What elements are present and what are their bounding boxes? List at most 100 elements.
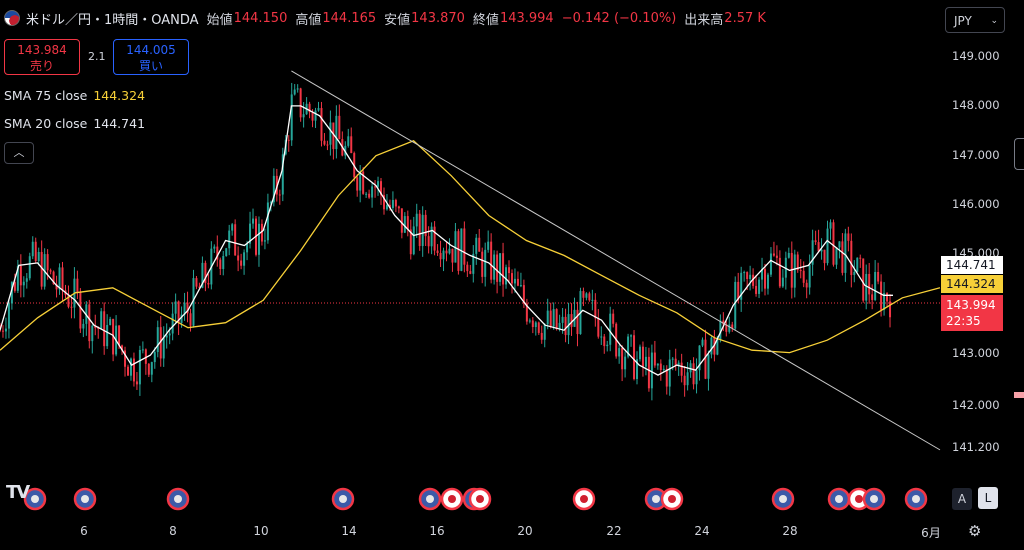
- last-price-tag: 143.994 22:35: [941, 295, 1003, 331]
- candle-body: [728, 324, 731, 332]
- candle-body: [585, 293, 588, 298]
- candle-body: [0, 330, 1, 332]
- currency-select[interactable]: JPY ⌄: [945, 7, 1005, 33]
- candle-body: [472, 253, 475, 274]
- candle-body: [460, 228, 463, 271]
- candle-body: [671, 358, 674, 360]
- sma75-legend[interactable]: SMA 75 close 144.324: [4, 88, 145, 103]
- candle-body: [263, 240, 266, 242]
- candle-body: [484, 249, 487, 277]
- sell-price: 143.984: [17, 43, 67, 57]
- candle-body: [19, 265, 22, 286]
- candle-body: [52, 271, 55, 285]
- buy-button[interactable]: 144.005 買い: [113, 39, 189, 75]
- symbol-header: 米ドル／円・1時間・OANDA 始値 144.150 高値 144.165 安値 14…: [4, 8, 766, 28]
- close-value: 143.994: [499, 10, 554, 26]
- symbol-title[interactable]: 米ドル／円・1時間・OANDA: [26, 12, 199, 28]
- candle-body: [853, 271, 856, 276]
- sell-button[interactable]: 143.984 売り: [4, 39, 80, 75]
- candle-body: [814, 240, 817, 243]
- candle-body: [290, 94, 293, 141]
- candle-body: [296, 88, 299, 90]
- candle-body: [46, 254, 49, 271]
- candle-body: [862, 258, 865, 301]
- candle-body: [719, 320, 722, 340]
- volume-label: 出来高: [684, 12, 724, 28]
- candle-body: [600, 336, 603, 338]
- candle-body: [67, 294, 70, 307]
- candle-body: [674, 358, 677, 366]
- candle-body: [448, 248, 451, 254]
- candle-body: [534, 322, 537, 328]
- candle-body: [55, 284, 58, 290]
- auto-scale-button[interactable]: A: [952, 488, 972, 510]
- candle-body: [725, 324, 728, 332]
- sma75-name: SMA 75 close: [4, 88, 88, 103]
- candle-body: [850, 240, 853, 276]
- candle-body: [689, 363, 692, 373]
- candle-body: [252, 218, 255, 224]
- candle-body: [755, 285, 758, 294]
- candle-body: [201, 262, 204, 288]
- candle-body: [880, 281, 883, 310]
- candle-body: [16, 265, 19, 291]
- collapse-legend-button[interactable]: ︿: [4, 142, 34, 164]
- candle-body: [847, 233, 850, 241]
- event-dot: [426, 495, 434, 503]
- candle-body: [240, 260, 243, 266]
- candle-body: [808, 264, 811, 288]
- candle-body: [82, 323, 85, 329]
- candle-body: [647, 356, 650, 389]
- candle-body: [704, 339, 707, 379]
- candle-body: [246, 243, 249, 253]
- sma20-legend[interactable]: SMA 20 close 144.741: [4, 116, 145, 131]
- candle-body: [433, 226, 436, 251]
- candle-body: [796, 254, 799, 271]
- candle-body: [466, 264, 469, 272]
- x-tick: 20: [517, 524, 533, 538]
- candle-body: [832, 222, 835, 265]
- candle-body: [525, 303, 528, 322]
- event-dot: [835, 495, 843, 503]
- trendline: [291, 70, 941, 451]
- candle-body: [886, 293, 889, 302]
- candle-body: [638, 346, 641, 360]
- candle-body: [552, 309, 555, 327]
- candle-body: [508, 267, 511, 274]
- candle-body: [153, 352, 156, 363]
- drawer-handle[interactable]: [1014, 138, 1024, 170]
- settings-gear-icon[interactable]: ⚙: [968, 522, 982, 540]
- y-tick: 147.000: [952, 148, 1000, 162]
- candle-body: [865, 273, 868, 301]
- volume-value: 2.57 K: [724, 10, 766, 26]
- candle-body: [356, 177, 359, 191]
- candle-body: [109, 318, 112, 326]
- candle-body: [856, 257, 859, 272]
- log-scale-button[interactable]: L: [978, 487, 998, 509]
- candle-body: [106, 325, 109, 347]
- candle-body: [70, 306, 73, 308]
- candle-body: [823, 249, 826, 264]
- tradingview-logo[interactable]: TV: [6, 482, 30, 503]
- candle-body: [91, 325, 94, 342]
- candle-body: [499, 253, 502, 282]
- candle-body: [234, 224, 237, 256]
- sma20-line: [0, 105, 893, 376]
- candle-body: [31, 241, 34, 257]
- candle-body: [653, 352, 656, 366]
- candle-body: [603, 336, 606, 347]
- candle-body: [621, 348, 624, 370]
- candle-body: [656, 363, 659, 366]
- candle-body: [481, 251, 484, 277]
- candle-body: [365, 193, 368, 195]
- sma75-line: [0, 140, 941, 354]
- candle-body: [406, 216, 409, 230]
- candle-body: [772, 253, 775, 256]
- candle-body: [758, 279, 761, 294]
- candle-body: [874, 271, 877, 300]
- candle-body: [775, 255, 778, 258]
- sell-label: 売り: [29, 59, 54, 73]
- candle-body: [79, 292, 82, 329]
- candle-body: [564, 316, 567, 336]
